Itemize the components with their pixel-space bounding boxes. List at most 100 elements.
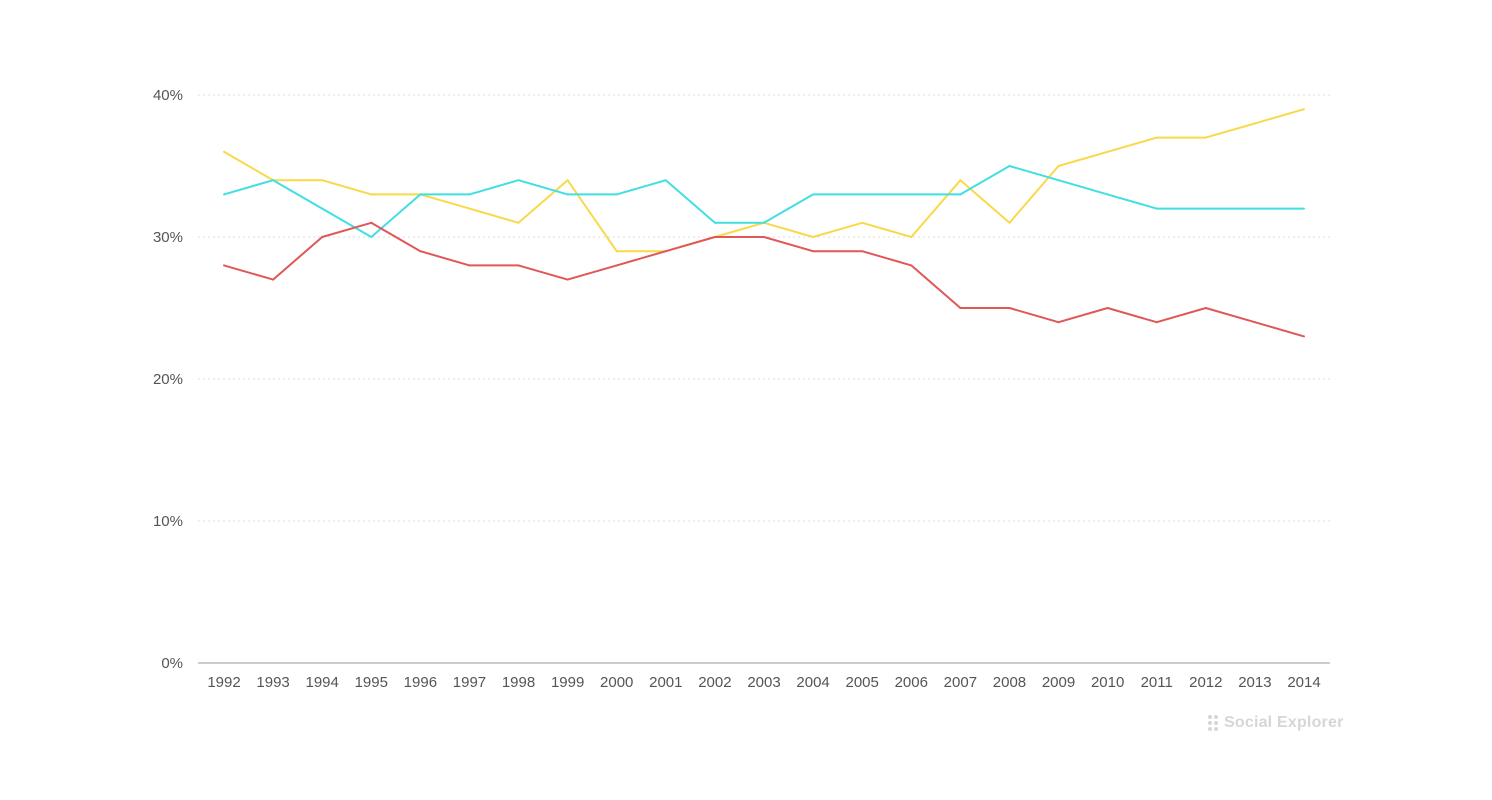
data-point xyxy=(1155,207,1158,210)
data-point xyxy=(223,150,225,153)
x-tick-label: 2007 xyxy=(944,674,977,691)
data-point xyxy=(1057,179,1060,182)
data-point xyxy=(910,193,913,196)
data-point xyxy=(1204,207,1207,210)
data-point xyxy=(517,221,520,224)
x-tick-label: 1995 xyxy=(355,674,388,691)
data-point xyxy=(1253,207,1256,210)
y-tick-label: 40% xyxy=(153,87,183,104)
x-tick-label: 1998 xyxy=(502,674,535,691)
social-explorer-watermark: Social Explorer xyxy=(1208,712,1344,734)
data-point xyxy=(664,179,667,182)
data-point xyxy=(566,278,569,281)
x-tick-label: 2005 xyxy=(845,674,878,691)
series-line xyxy=(223,221,1305,338)
x-tick-label: 1997 xyxy=(453,674,486,691)
data-point xyxy=(1253,321,1256,324)
y-tick-label: 30% xyxy=(153,229,183,246)
data-point xyxy=(763,221,765,224)
data-point xyxy=(664,250,667,253)
data-point xyxy=(566,193,569,196)
data-point xyxy=(812,193,815,196)
data-point xyxy=(1303,108,1305,111)
data-point xyxy=(861,193,864,196)
x-tick-label: 1996 xyxy=(404,674,437,691)
data-point xyxy=(566,179,569,182)
series-line xyxy=(223,165,1304,238)
x-tick-label: 1994 xyxy=(305,674,338,691)
gridlines xyxy=(198,94,1330,522)
x-tick-label: 2009 xyxy=(1042,674,1075,691)
data-point xyxy=(1253,122,1256,125)
data-point xyxy=(468,207,471,210)
data-point xyxy=(615,250,618,253)
data-point xyxy=(713,236,716,238)
data-point xyxy=(1008,221,1011,224)
data-point xyxy=(1204,136,1207,139)
data-point xyxy=(959,193,962,196)
series-line xyxy=(223,108,1305,253)
watermark-text: Social Explorer xyxy=(1224,714,1344,731)
logo-dots-icon xyxy=(1208,715,1218,731)
y-tick-label: 0% xyxy=(161,655,183,672)
data-point xyxy=(1057,321,1060,324)
x-tick-label: 2013 xyxy=(1238,674,1271,691)
data-point xyxy=(272,278,275,281)
data-point xyxy=(713,221,716,224)
x-tick-label: 1992 xyxy=(207,674,240,691)
data-point xyxy=(223,193,225,196)
data-point xyxy=(910,236,913,238)
y-tick-label: 10% xyxy=(153,513,183,530)
series-lines xyxy=(223,108,1305,338)
data-point xyxy=(959,307,962,309)
data-point xyxy=(1204,307,1207,309)
x-tick-label: 2011 xyxy=(1141,674,1173,691)
data-point xyxy=(1008,307,1011,309)
y-tick-label: 20% xyxy=(153,371,183,388)
data-point xyxy=(615,264,618,267)
data-point xyxy=(321,207,324,210)
data-point xyxy=(517,179,520,182)
x-tick-label: 2014 xyxy=(1287,674,1320,691)
x-tick-label: 2004 xyxy=(796,674,829,691)
data-point xyxy=(370,221,373,224)
x-tick-label: 2001 xyxy=(649,674,682,691)
x-tick-label: 2002 xyxy=(698,674,731,691)
x-tick-label: 1993 xyxy=(256,674,289,691)
data-point xyxy=(419,193,422,196)
data-point xyxy=(272,179,275,182)
x-tick-label: 2008 xyxy=(993,674,1026,691)
data-point xyxy=(1106,150,1109,153)
data-point xyxy=(861,250,864,253)
x-tick-label: 2000 xyxy=(600,674,633,691)
data-point xyxy=(321,179,324,182)
data-point xyxy=(370,236,373,238)
data-point xyxy=(812,250,815,253)
data-point xyxy=(910,264,913,267)
data-point xyxy=(223,264,225,267)
data-point xyxy=(370,193,373,196)
data-point xyxy=(1155,136,1158,139)
data-point xyxy=(861,221,864,224)
x-tick-label: 2010 xyxy=(1091,674,1124,691)
data-point xyxy=(1106,307,1109,309)
data-point xyxy=(763,236,765,238)
data-point xyxy=(468,264,471,267)
data-point xyxy=(1106,193,1109,196)
x-tick-label: 2003 xyxy=(747,674,780,691)
data-point xyxy=(615,193,618,196)
data-point xyxy=(419,250,422,253)
data-point xyxy=(1303,207,1305,210)
data-point xyxy=(959,179,962,182)
x-axis-labels: 1992 1993 1994 1995 1996 1997 1998 1999 2000 2001… xyxy=(207,674,1320,691)
y-axis-labels: 0% 10% 20% 30% 40% xyxy=(153,87,183,672)
data-point xyxy=(321,236,324,238)
data-point xyxy=(468,193,471,196)
x-tick-label: 2006 xyxy=(895,674,928,691)
data-point xyxy=(1303,335,1305,338)
data-point xyxy=(1057,165,1060,167)
data-point xyxy=(1155,321,1158,324)
x-tick-label: 1999 xyxy=(551,674,584,691)
data-point xyxy=(812,236,815,238)
